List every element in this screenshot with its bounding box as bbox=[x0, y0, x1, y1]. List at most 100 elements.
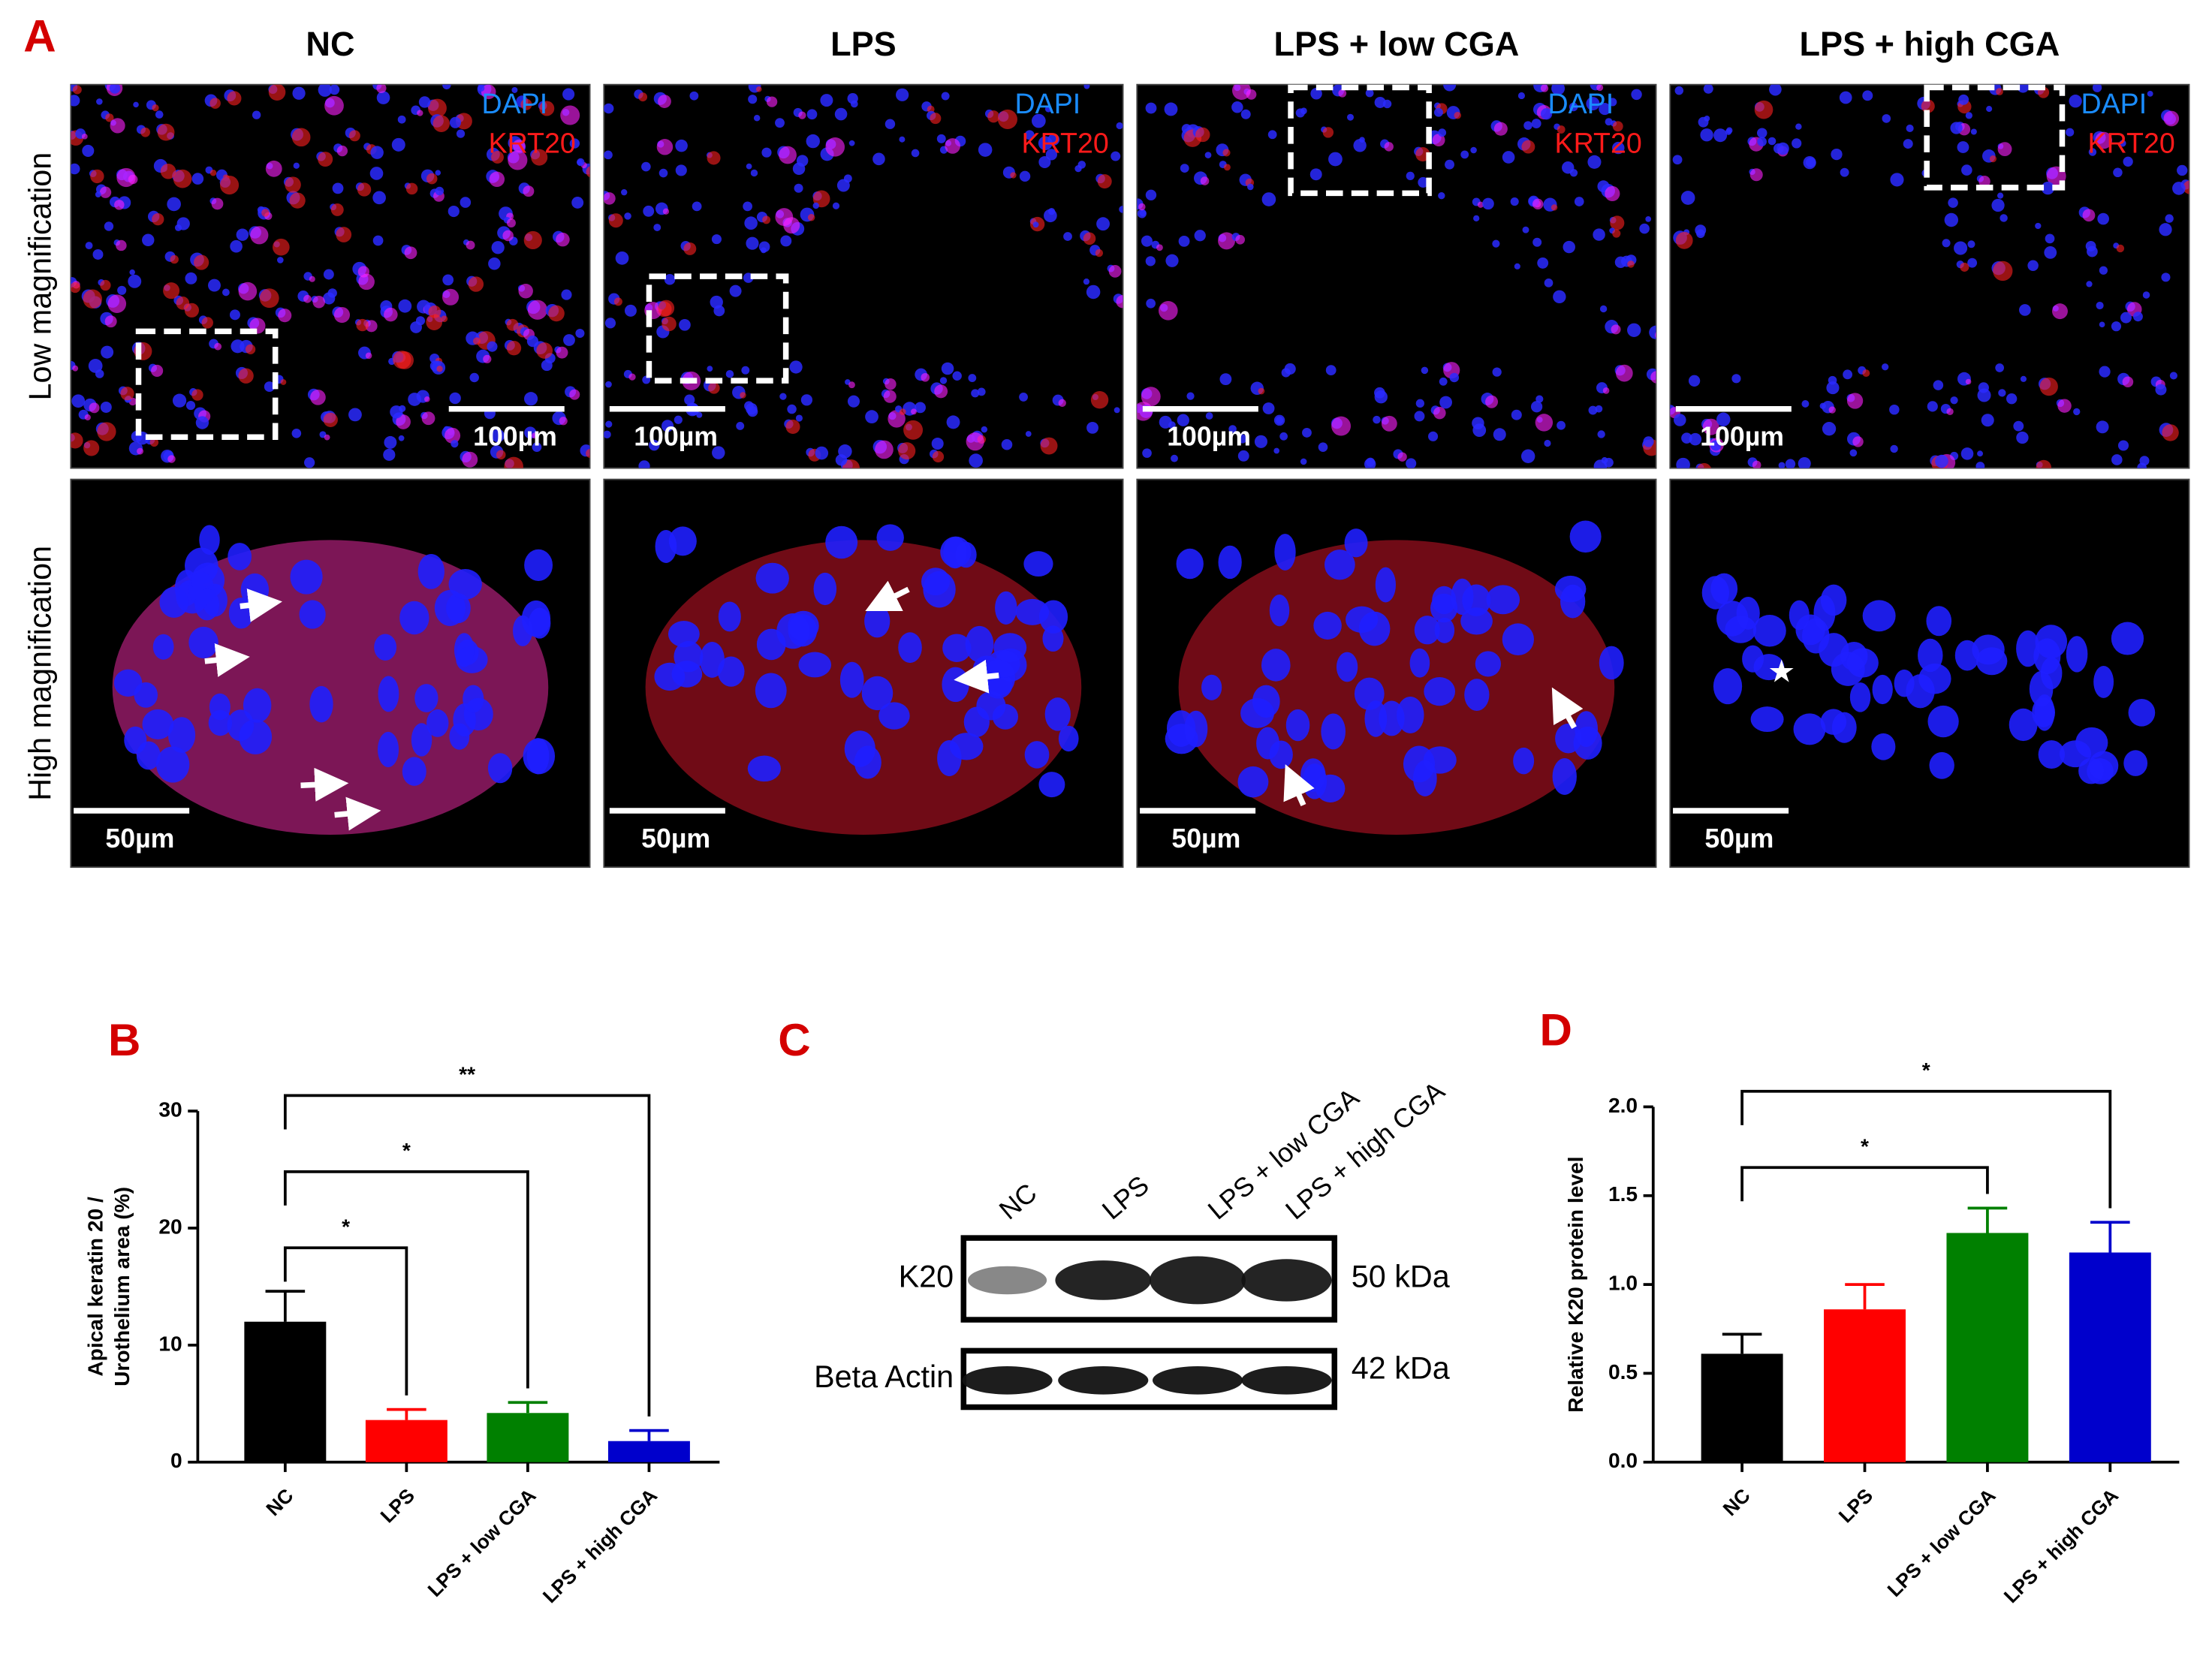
nucleus bbox=[372, 235, 384, 246]
krt20 bbox=[1223, 164, 1231, 171]
nucleus bbox=[511, 87, 518, 93]
nucleus bbox=[1929, 751, 1954, 779]
nucleus bbox=[977, 387, 986, 396]
nucleus bbox=[1119, 206, 1123, 213]
krt20 bbox=[1978, 175, 1990, 188]
nucleus bbox=[696, 411, 703, 418]
nucleus bbox=[1700, 128, 1713, 142]
krt20 bbox=[707, 151, 721, 165]
nucleus bbox=[1318, 442, 1328, 452]
nucleus bbox=[872, 152, 885, 166]
nucleus bbox=[2161, 272, 2171, 282]
krt20 bbox=[152, 213, 164, 226]
krt20 bbox=[405, 182, 418, 195]
nucleus bbox=[864, 604, 891, 638]
nucleus bbox=[374, 634, 397, 661]
krt20 bbox=[604, 192, 616, 205]
krt20 bbox=[1615, 364, 1633, 382]
nucleus bbox=[604, 318, 616, 329]
nucleus bbox=[1535, 395, 1544, 403]
nucleus bbox=[442, 84, 451, 90]
nucleus bbox=[142, 709, 174, 740]
nucleus bbox=[1044, 105, 1052, 113]
nucleus bbox=[309, 685, 333, 723]
nucleus bbox=[2086, 281, 2093, 288]
krt20 bbox=[1331, 416, 1352, 436]
nucleus bbox=[2006, 393, 2018, 405]
nucleus bbox=[936, 134, 946, 143]
nucleus bbox=[1710, 440, 1722, 451]
krt20 bbox=[426, 314, 443, 330]
nucleus bbox=[1544, 439, 1551, 447]
nucleus bbox=[1574, 197, 1584, 206]
nucleus bbox=[299, 600, 326, 629]
nucleus bbox=[746, 163, 752, 170]
nucleus bbox=[1261, 649, 1291, 682]
nucleus bbox=[155, 746, 190, 783]
nucleus bbox=[1831, 148, 1843, 161]
krt20 bbox=[2039, 377, 2058, 396]
krt20 bbox=[883, 390, 897, 403]
nucleus bbox=[2111, 454, 2123, 465]
nucleus bbox=[1418, 176, 1429, 188]
scale-bar-label: 50µm bbox=[105, 823, 174, 854]
nucleus bbox=[1421, 366, 1429, 375]
nucleus bbox=[746, 236, 759, 250]
nucleus bbox=[1967, 240, 1975, 248]
nucleus bbox=[664, 273, 676, 285]
krt20 bbox=[536, 342, 553, 359]
krt20 bbox=[502, 230, 514, 242]
significance-label: * bbox=[1922, 1058, 1930, 1082]
nucleus bbox=[2096, 420, 2109, 434]
nucleus bbox=[399, 601, 429, 635]
krt20 bbox=[1535, 414, 1554, 432]
nucleus bbox=[372, 191, 386, 205]
nucleus bbox=[1872, 674, 1893, 705]
krt20 bbox=[911, 408, 917, 415]
nucleus bbox=[1948, 197, 1958, 208]
nucleus bbox=[674, 415, 683, 424]
nucleus bbox=[1439, 396, 1452, 409]
size-label: 50 kDa bbox=[1352, 1260, 1450, 1294]
nucleus bbox=[571, 196, 584, 209]
nucleus bbox=[850, 100, 858, 108]
nucleus bbox=[1019, 392, 1028, 402]
nucleus bbox=[2035, 222, 2042, 230]
krt20 bbox=[766, 96, 778, 107]
nucleus bbox=[195, 416, 209, 429]
nucleus bbox=[718, 601, 741, 632]
nucleus bbox=[1731, 374, 1741, 384]
krt20 bbox=[428, 98, 447, 118]
nucleus bbox=[1375, 567, 1397, 603]
x-tick-label: LPS + low CGA bbox=[1883, 1484, 2000, 1601]
nucleus bbox=[167, 197, 181, 212]
krt20 bbox=[100, 279, 111, 291]
nucleus bbox=[1986, 106, 1993, 113]
krt20 bbox=[987, 110, 1000, 123]
nucleus bbox=[1871, 733, 1896, 760]
nucleus bbox=[2027, 260, 2039, 271]
scale-bar-label: 50µm bbox=[1171, 823, 1240, 854]
x-tick-label: NC bbox=[261, 1484, 297, 1520]
nucleus bbox=[1753, 654, 1785, 681]
nucleus bbox=[1024, 130, 1035, 140]
nucleus bbox=[1492, 367, 1502, 377]
nucleus bbox=[1438, 128, 1447, 137]
krt20 bbox=[426, 173, 438, 185]
krt20 bbox=[89, 402, 100, 414]
nucleus bbox=[689, 91, 699, 101]
krt20 bbox=[875, 440, 894, 459]
row-label: K20 bbox=[899, 1260, 954, 1294]
nucleus bbox=[744, 401, 754, 411]
krt20 bbox=[1218, 232, 1236, 250]
panel-label: C bbox=[778, 1015, 810, 1065]
nucleus bbox=[435, 170, 441, 176]
nucleus bbox=[1434, 617, 1455, 643]
nucleus bbox=[1599, 646, 1624, 680]
nucleus bbox=[750, 169, 758, 177]
nucleus bbox=[1219, 373, 1232, 386]
nucleus bbox=[638, 460, 650, 468]
nucleus bbox=[1114, 407, 1120, 414]
krt20 bbox=[462, 451, 478, 468]
krt20 bbox=[1989, 155, 1997, 163]
